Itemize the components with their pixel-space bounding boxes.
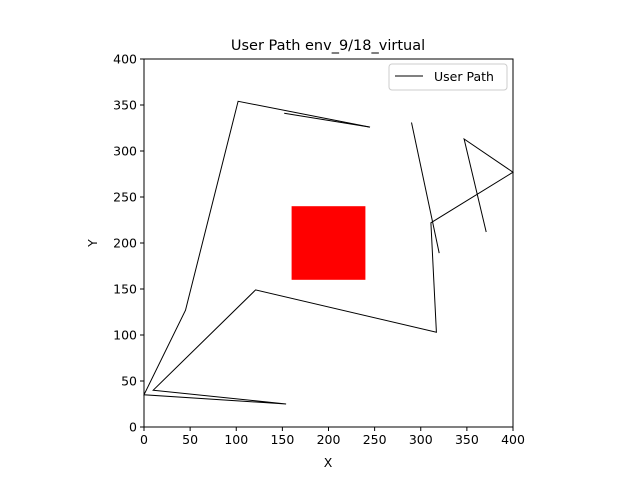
legend: User Path [388, 63, 508, 91]
x-tick-label: 150 [270, 432, 294, 447]
y-tick-label: 350 [113, 98, 137, 113]
y-tick-label: 50 [121, 374, 137, 389]
y-tick-label: 200 [113, 236, 137, 251]
series-line-user-path-segment-2 [143, 100, 514, 405]
chart-title: User Path env_9/18_virtual [231, 38, 425, 54]
y-tick-label: 100 [113, 328, 137, 343]
y-tick-label: 250 [113, 190, 137, 205]
legend-box [388, 63, 508, 91]
x-tick-label: 400 [501, 432, 525, 447]
y-tick-label: 150 [113, 282, 137, 297]
x-tick-label: 350 [455, 432, 479, 447]
x-tick-label: 100 [224, 432, 248, 447]
obstacle-square [291, 206, 366, 280]
x-tick-label: 50 [182, 432, 198, 447]
y-tick-label: 0 [129, 420, 137, 435]
x-tick-label: 0 [140, 432, 148, 447]
x-tick-label: 300 [409, 432, 433, 447]
x-tick-label: 250 [363, 432, 387, 447]
plot-area: 0 50 100 150 200 250 300 350 400 0 50 100 150 200 250 3… [113, 52, 525, 448]
legend-entry-user-path: User Path [434, 69, 494, 84]
series-line-user-path-segment-3 [411, 122, 440, 254]
x-tick-label: 200 [317, 432, 341, 447]
y-tick-label: 400 [113, 52, 137, 67]
x-axis-label: X [324, 455, 333, 470]
y-axis-label: Y [85, 239, 100, 248]
y-tick-label: 300 [113, 144, 137, 159]
